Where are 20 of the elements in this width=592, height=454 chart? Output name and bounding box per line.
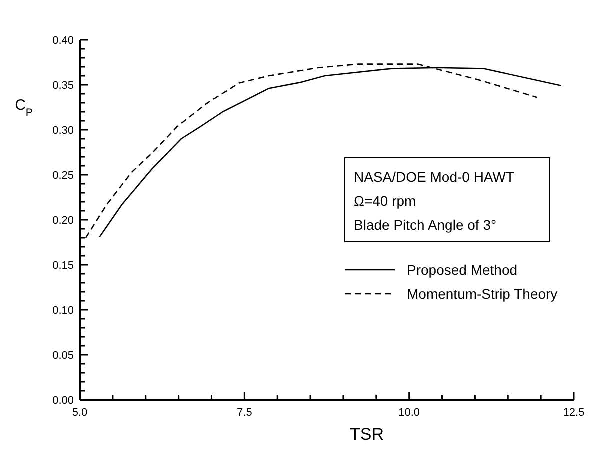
y-tick-label: 0.05 [52, 350, 74, 362]
x-tick-label: 10.0 [398, 407, 420, 419]
annotation: Blade Pitch Angle of 3° [354, 217, 497, 233]
y-tick-label: 0.25 [52, 170, 74, 182]
x-tick-label: 7.5 [237, 407, 252, 419]
y-axis-title: C$_{P}$ [15, 97, 33, 119]
x-tick-label: 12.5 [563, 407, 585, 419]
y-tick-label: 0.10 [52, 305, 74, 317]
annotation: Ω=40 rpm [354, 193, 416, 209]
y-tick-label: 0.40 [52, 35, 74, 47]
y-tick-label: 0.15 [52, 260, 74, 272]
y-tick-label: 0.00 [52, 395, 74, 407]
legend-label: Proposed Method [407, 262, 518, 278]
annotation: NASA/DOE Mod-0 HAWT [354, 169, 515, 185]
x-axis-title: TSR [350, 425, 384, 444]
x-tick-label: 5.0 [72, 407, 88, 419]
legend-label: Momentum-Strip Theory [407, 286, 558, 302]
y-tick-label: 0.20 [52, 215, 74, 227]
y-tick-label: 0.30 [52, 125, 74, 137]
y-tick-label: 0.35 [52, 80, 74, 92]
